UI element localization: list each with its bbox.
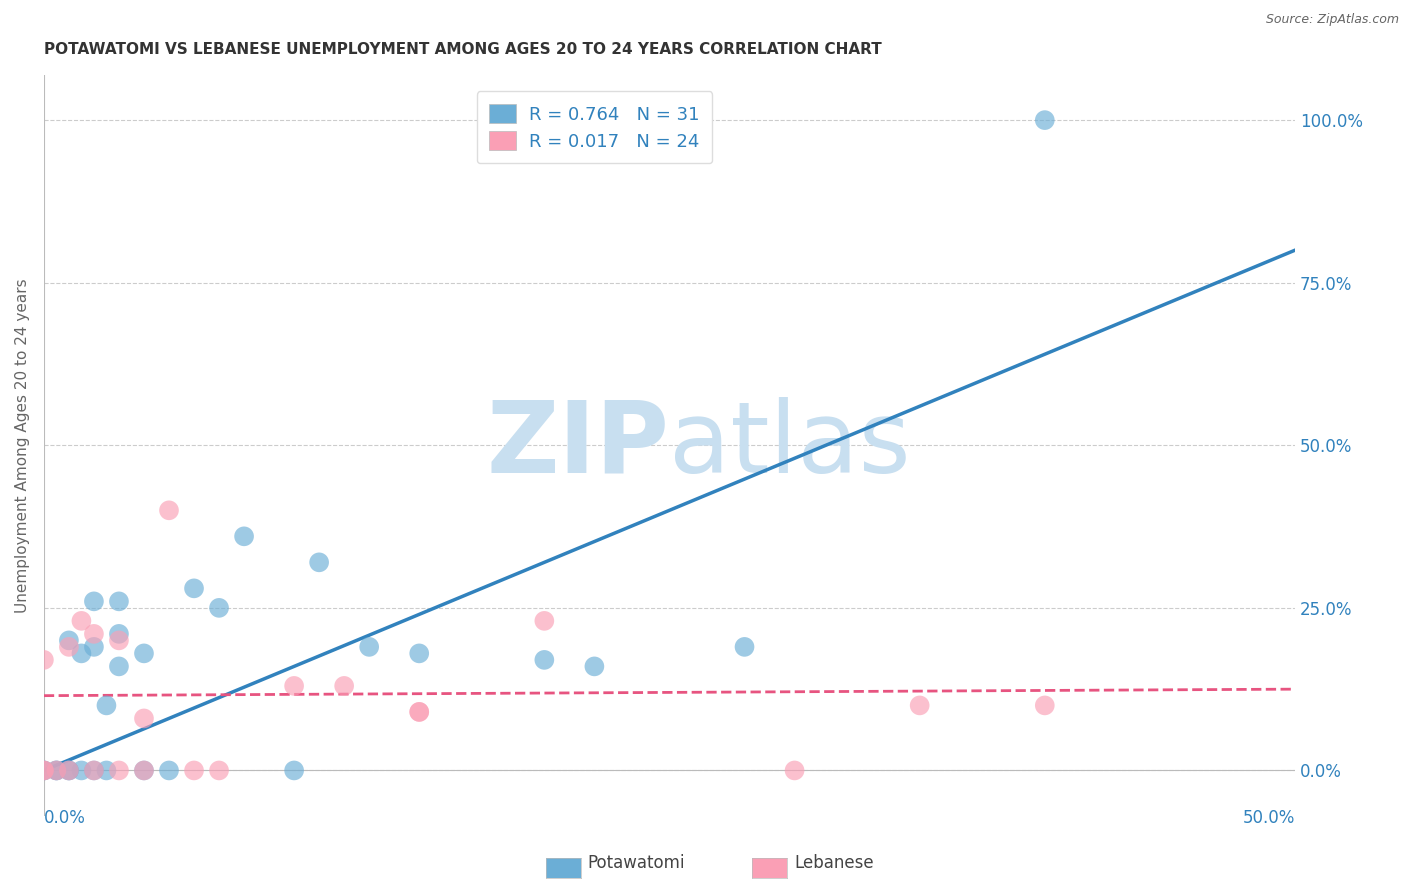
Point (70, 614, 93, 628)
Text: atlas: atlas (669, 397, 911, 494)
Text: Lebanese: Lebanese (794, 854, 875, 871)
Point (58, 633, 80, 648)
Point (408, 705, 430, 719)
Point (1033, 113, 1056, 128)
Point (183, 764, 205, 778)
Point (208, 764, 231, 778)
Point (208, 600, 231, 615)
Point (333, 679, 356, 693)
Point (783, 764, 806, 778)
Point (1033, 698, 1056, 713)
Point (308, 555, 330, 569)
Legend: R = 0.764   N = 31, R = 0.017   N = 24: R = 0.764 N = 31, R = 0.017 N = 24 (477, 91, 711, 163)
Point (32, 764, 55, 778)
Point (132, 646, 155, 660)
Point (83, 640, 105, 654)
Point (70, 764, 93, 778)
Point (32, 764, 55, 778)
Point (45, 764, 67, 778)
Point (70, 646, 93, 660)
Point (108, 659, 131, 673)
Point (32, 764, 55, 778)
Text: 0.0%: 0.0% (44, 809, 86, 828)
Point (183, 582, 205, 596)
Text: Potawatomi: Potawatomi (588, 854, 685, 871)
Point (283, 764, 305, 778)
Point (58, 640, 80, 654)
Point (45, 764, 67, 778)
Point (108, 764, 131, 778)
Point (32, 653, 55, 667)
Point (157, 764, 180, 778)
Point (233, 529, 256, 543)
Point (83, 594, 105, 608)
Point (45, 764, 67, 778)
Point (132, 764, 155, 778)
Point (408, 705, 430, 719)
Point (283, 679, 305, 693)
Point (583, 659, 606, 673)
Point (32, 764, 55, 778)
Point (58, 764, 80, 778)
Point (132, 764, 155, 778)
Point (157, 503, 180, 517)
Point (83, 764, 105, 778)
Text: 50.0%: 50.0% (1243, 809, 1295, 828)
Point (359, 640, 381, 654)
Point (408, 646, 430, 660)
Point (96, 764, 118, 778)
Text: POTAWATOMI VS LEBANESE UNEMPLOYMENT AMONG AGES 20 TO 24 YEARS CORRELATION CHART: POTAWATOMI VS LEBANESE UNEMPLOYMENT AMON… (44, 42, 882, 57)
Point (132, 711, 155, 725)
Point (58, 764, 80, 778)
Point (58, 764, 80, 778)
Text: ZIP: ZIP (486, 397, 669, 494)
Point (83, 764, 105, 778)
Point (108, 633, 131, 648)
Point (533, 614, 555, 628)
Point (108, 627, 131, 641)
Point (734, 640, 756, 654)
Text: Source: ZipAtlas.com: Source: ZipAtlas.com (1265, 13, 1399, 27)
Y-axis label: Unemployment Among Ages 20 to 24 years: Unemployment Among Ages 20 to 24 years (15, 278, 30, 613)
Point (96, 698, 118, 713)
Point (908, 698, 931, 713)
Point (108, 594, 131, 608)
Point (533, 653, 555, 667)
Point (83, 627, 105, 641)
